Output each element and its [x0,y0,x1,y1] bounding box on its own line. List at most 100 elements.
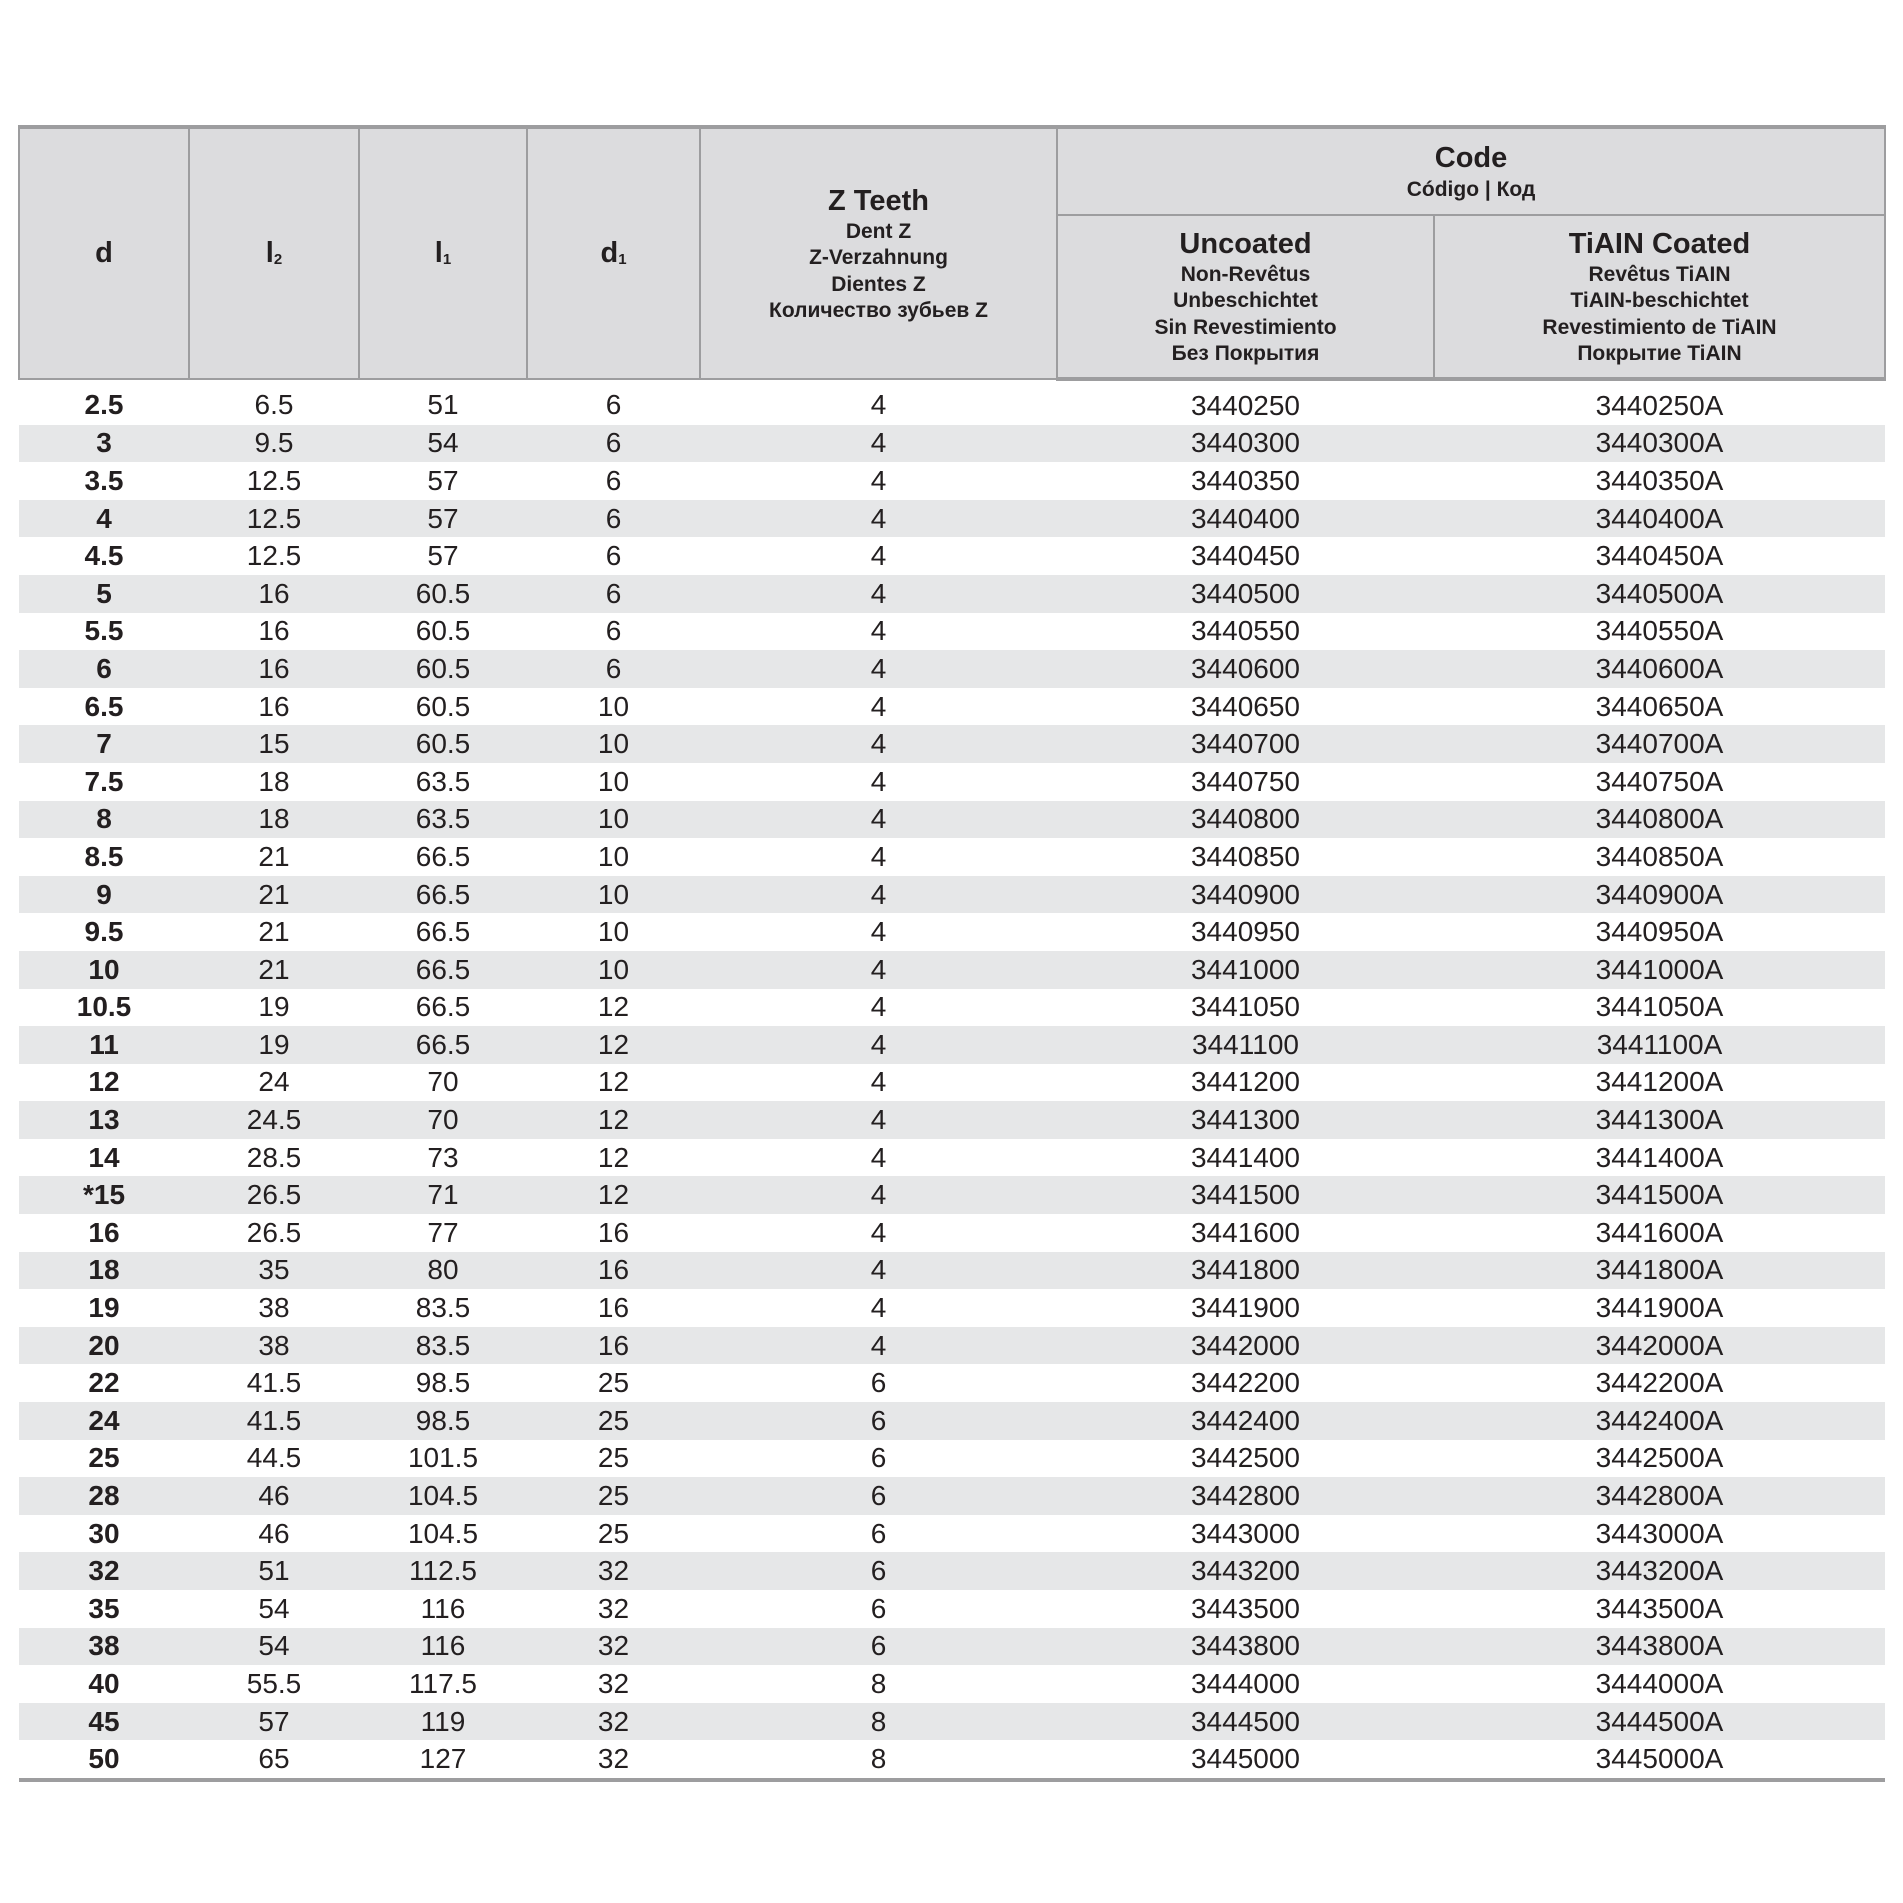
table-row: 6.5 16 60.5 10 4 3440650 3440650A [19,688,1885,726]
cell-d1: 12 [597,991,630,1023]
cell-l1: 57 [359,499,527,538]
cell-d: 16 [88,1216,120,1248]
cell-d1: 6 [527,650,700,688]
cell-coated-code: 3440250A [1595,389,1724,421]
cell-l2: 15 [189,725,359,763]
cell-z-teeth: 4 [700,1101,1057,1139]
cell-coated-code: 3441200A [1595,1066,1724,1098]
cell-l1: 60.5 [415,690,471,722]
cell-d: 18 [19,1251,189,1290]
cell-d: 22 [88,1367,120,1399]
cell-l2: 44.5 [246,1442,302,1474]
cell-l1: 104.5 [407,1517,479,1549]
cell-uncoated-code: 3441900 [1190,1292,1300,1324]
cell-l1: 98.5 [415,1367,471,1399]
cell-uncoated-code: 3440700 [1057,725,1434,763]
table-row: 5 16 60.5 6 4 3440500 3440500A [19,574,1885,613]
cell-l1: 73 [427,1141,459,1173]
cell-coated-code: 3441600A [1595,1216,1724,1248]
table-row: 19 38 83.5 16 4 3441900 3441900A [19,1289,1885,1327]
table-row: 28 46 104.5 25 6 3442800 3442800A [19,1477,1885,1515]
cell-d: 20 [19,1326,189,1365]
table-row: 3.5 12.5 57 6 4 3440350 3440350A [19,462,1885,500]
cell-z-teeth: 4 [870,389,887,421]
cell-d1: 16 [527,1251,700,1290]
cell-d1: 6 [605,540,622,572]
table-row: 14 28.5 73 12 4 3441400 3441400A [19,1139,1885,1177]
cell-l1: 116 [359,1627,527,1666]
cell-z-teeth: 6 [700,1477,1057,1515]
cell-d1: 6 [527,574,700,613]
cell-uncoated-code: 3441300 [1057,1101,1434,1139]
table-row: 6 16 60.5 6 4 3440600 3440600A [19,650,1885,688]
cell-coated-code: 3443500A [1595,1592,1724,1624]
cell-l2: 41.5 [189,1402,359,1440]
header-l2: l2 [188,125,360,380]
cell-d: *15 [19,1176,189,1215]
cell-d: 32 [19,1552,189,1590]
cell-l1: 101.5 [407,1442,479,1474]
cell-d: 8.5 [84,840,124,872]
table-row: 2.5 6.5 51 6 4 3440250 3440250A [19,379,1885,425]
cell-d1: 12 [597,1066,630,1098]
cell-l1: 60.5 [359,574,527,613]
header-z-teeth: Z Teeth Dent Z Z-Verzahnung Dientes Z Ко… [699,125,1058,380]
cell-d: 9.5 [84,916,124,948]
cell-d: 9 [19,875,189,914]
cell-l1: 60.5 [415,615,471,647]
cell-l2: 21 [189,875,359,914]
cell-l2: 54 [258,1592,290,1624]
cell-d1: 25 [597,1367,630,1399]
cell-l2: 24.5 [189,1101,359,1139]
cell-l1: 119 [359,1702,527,1741]
cell-uncoated-code: 3440950 [1190,916,1300,948]
cell-l2: 21 [258,916,290,948]
header-l1: l1 [358,125,528,380]
cell-uncoated-code: 3442400 [1057,1402,1434,1440]
cell-d: 13 [19,1101,189,1139]
cell-uncoated-code: 3444500 [1057,1702,1434,1741]
cell-uncoated-code: 3443000 [1190,1517,1300,1549]
cell-d: 5 [19,574,189,613]
cell-l2: 46 [258,1517,290,1549]
header-code: Code Código | Код [1056,125,1886,216]
cell-l2: 51 [189,1552,359,1590]
cell-l1: 66.5 [359,875,527,914]
cell-uncoated-code: 3445000 [1057,1740,1434,1782]
cell-uncoated-code: 3441600 [1190,1216,1300,1248]
cell-z-teeth: 4 [870,690,887,722]
cell-z-teeth: 4 [870,540,887,572]
cell-l1: 117.5 [409,1667,477,1699]
cell-coated-code: 3440800A [1434,800,1885,839]
cell-l1: 83.5 [359,1326,527,1365]
header-d: d [18,125,190,380]
table-row: 20 38 83.5 16 4 3442000 3442000A [19,1326,1885,1365]
cell-coated-code: 3440700A [1434,725,1885,763]
cell-l2: 55.5 [246,1667,302,1699]
cell-d: 30 [88,1517,120,1549]
cell-d: 10.5 [76,991,132,1023]
cell-d: 2.5 [84,389,124,421]
cell-coated-code: 3442800A [1434,1477,1885,1515]
cell-coated-code: 3440550A [1595,615,1724,647]
cell-l2: 21 [258,840,290,872]
cell-l1: 112.5 [359,1552,527,1590]
header-uncoated: Uncoated Non-Revêtus Unbeschichtet Sin R… [1056,214,1435,381]
cell-coated-code: 3442000A [1434,1326,1885,1365]
cell-d: 7 [19,725,189,763]
cell-d1: 12 [527,1026,700,1064]
cell-d: 4.5 [84,540,124,572]
cell-z-teeth: 4 [700,574,1057,613]
cell-d: 10 [19,950,189,989]
cell-d: 7.5 [84,765,124,797]
cell-coated-code: 3444500A [1434,1702,1885,1741]
cell-l1: 127 [359,1740,527,1782]
cell-uncoated-code: 3440400 [1057,499,1434,538]
cell-l1: 70 [427,1066,459,1098]
cell-z-teeth: 4 [870,464,887,496]
cell-d1: 16 [597,1292,630,1324]
table-row: *15 26.5 71 12 4 3441500 3441500A [19,1176,1885,1215]
cell-d: 14 [88,1141,120,1173]
cell-uncoated-code: 3440300 [1057,424,1434,463]
cell-d1: 6 [605,464,622,496]
